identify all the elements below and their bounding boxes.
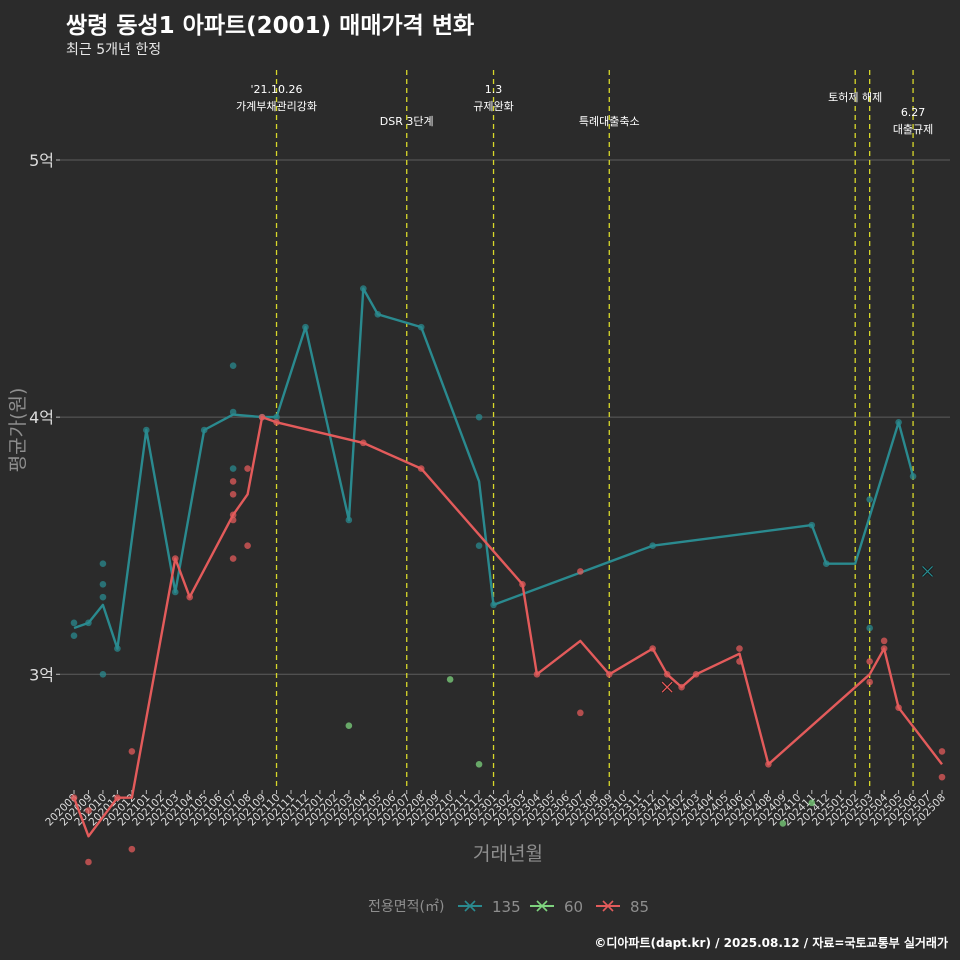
data-point-135 bbox=[99, 593, 107, 601]
data-point-85 bbox=[577, 568, 584, 575]
chart-title: 쌍령 동성1 아파트(2001) 매매가격 변화 bbox=[66, 13, 475, 39]
cross-marker-85 bbox=[661, 681, 674, 694]
data-point-85 bbox=[128, 748, 136, 755]
event-label: DSR 3단계 bbox=[380, 115, 434, 128]
legend-item-135: 135 bbox=[458, 898, 521, 916]
x-axis-title: 거래년월 bbox=[473, 843, 543, 865]
data-point-85 bbox=[229, 555, 237, 562]
legend-cross bbox=[464, 900, 476, 912]
data-point-135 bbox=[99, 560, 107, 568]
data-point-135 bbox=[475, 542, 483, 550]
data-point-135 bbox=[70, 619, 78, 627]
legend-item-85: 85 bbox=[596, 898, 649, 916]
data-point-135 bbox=[99, 580, 107, 588]
event-label: 대출규제 bbox=[893, 123, 933, 136]
data-point-60 bbox=[779, 820, 787, 827]
event-label: '21.10.26 bbox=[251, 83, 303, 96]
y-tick-label: 3억 bbox=[29, 665, 54, 684]
data-point-85 bbox=[866, 658, 873, 665]
event-label: 특례대출축소 bbox=[579, 115, 640, 128]
data-point-135 bbox=[229, 465, 237, 472]
y-tick-label: 4억 bbox=[29, 408, 54, 427]
data-point-85 bbox=[85, 858, 92, 866]
legend-label: 85 bbox=[630, 898, 649, 916]
data-point-85 bbox=[866, 678, 873, 686]
legend-label: 60 bbox=[564, 898, 583, 916]
data-point-85 bbox=[128, 845, 136, 853]
data-point-60 bbox=[808, 799, 816, 807]
data-point-135 bbox=[70, 632, 78, 640]
data-point-85 bbox=[244, 465, 251, 472]
series-line-135 bbox=[73, 287, 915, 650]
legend-label: 135 bbox=[492, 898, 521, 916]
cross-marker-stroke bbox=[661, 681, 673, 693]
legend-cross bbox=[602, 900, 614, 912]
cross-marker-stroke bbox=[922, 565, 933, 577]
data-point-60 bbox=[475, 760, 483, 768]
data-point-85 bbox=[938, 773, 946, 781]
data-point-85 bbox=[244, 542, 251, 550]
event-label: 규제완화 bbox=[473, 100, 513, 113]
event-label: 6.27 bbox=[901, 106, 926, 119]
series-line-85 bbox=[72, 415, 943, 838]
data-point-85 bbox=[736, 645, 743, 652]
event-label: 토허제 해제 bbox=[828, 90, 882, 104]
data-point-85 bbox=[229, 490, 237, 498]
event-label: 1.3 bbox=[485, 83, 503, 96]
legend-item-60: 60 bbox=[530, 898, 583, 916]
data-point-135 bbox=[866, 624, 873, 632]
data-point-85 bbox=[577, 709, 584, 717]
source-caption: ©디아파트(dapt.kr) / 2025.08.12 / 자료=국토교통부 실… bbox=[594, 936, 948, 950]
data-point-135 bbox=[99, 670, 107, 678]
data-point-85 bbox=[880, 637, 888, 645]
data-point-85 bbox=[85, 807, 92, 814]
y-tick-label: 5억 bbox=[29, 151, 54, 170]
data-point-135 bbox=[866, 496, 873, 503]
data-point-135 bbox=[475, 413, 483, 421]
legend-cross bbox=[536, 900, 548, 912]
y-axis-title: 평균가(원) bbox=[7, 388, 29, 473]
data-point-85 bbox=[938, 748, 946, 755]
event-label: 가계부채관리강화 bbox=[236, 100, 317, 113]
data-point-60 bbox=[446, 676, 454, 683]
chart-subtitle: 최근 5개년 한정 bbox=[66, 42, 162, 58]
data-point-60 bbox=[345, 722, 353, 730]
cross-marker-135 bbox=[921, 565, 934, 578]
data-point-85 bbox=[229, 478, 237, 485]
data-point-135 bbox=[229, 362, 237, 370]
legend-title: 전용면적(㎡) bbox=[368, 899, 444, 915]
